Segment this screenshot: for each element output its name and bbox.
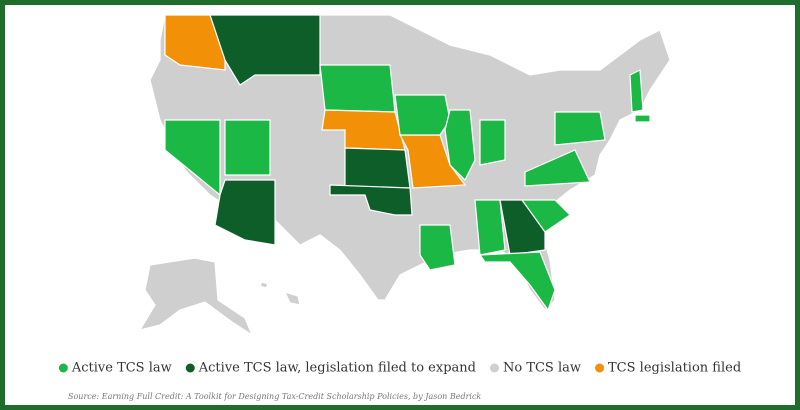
state-ks (344, 147, 411, 189)
us-map (138, 14, 671, 337)
legend: Active TCS law Active TCS law, legislatio… (58, 361, 741, 376)
legend-label: Active TCS law, legislation filed to exp… (198, 361, 476, 376)
state-sc (520, 199, 571, 233)
legend-label: No TCS law (503, 361, 581, 376)
state-sd (319, 64, 396, 113)
state-va (524, 149, 591, 187)
state-mt (209, 14, 321, 86)
legend-label: Active TCS law (71, 361, 172, 376)
state-ga (499, 199, 546, 256)
hawaii (283, 291, 301, 306)
source-note: Source: Earning Full Credit: A Toolkit f… (68, 392, 481, 401)
map: Active TCS law Active TCS law, legislatio… (58, 14, 741, 401)
alaska (138, 257, 254, 337)
legend-label: TCS legislation filed (608, 361, 741, 376)
legend-swatch (58, 363, 68, 373)
state-ia (394, 94, 451, 136)
legend-swatch (489, 363, 499, 373)
legend-swatch (595, 363, 605, 373)
state-az (214, 179, 276, 246)
state-al (474, 199, 506, 256)
state-in (479, 119, 506, 166)
state-ut (224, 119, 271, 176)
hawaii (259, 281, 269, 289)
state-il (444, 109, 476, 182)
legend-swatch (185, 363, 195, 373)
state-fl (478, 251, 556, 312)
state-pa (554, 111, 606, 146)
state-la (419, 224, 456, 271)
state-nv (164, 119, 221, 197)
state-nh (629, 69, 644, 113)
state-ok (329, 184, 413, 216)
state-ma (634, 114, 651, 123)
